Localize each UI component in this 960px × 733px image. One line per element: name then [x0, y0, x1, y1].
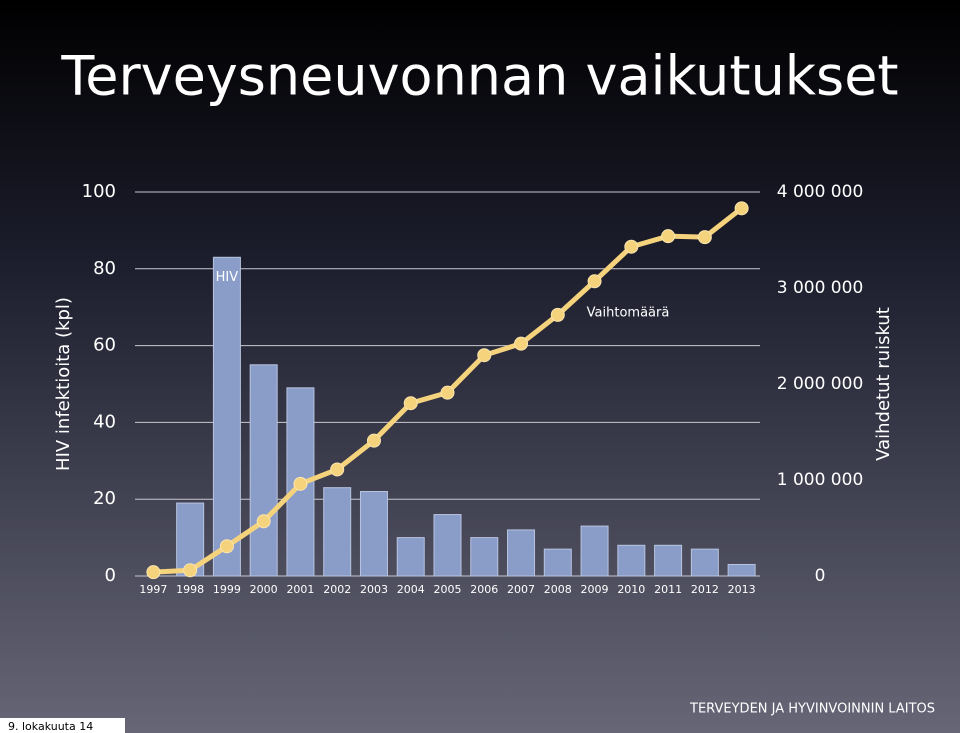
bar	[654, 544, 683, 577]
bar	[212, 256, 241, 577]
point	[366, 433, 381, 448]
date: 9. lokakuuta 14	[8, 720, 93, 733]
x-tick-label: 2004	[397, 583, 425, 596]
y2-tick-label: 1 000 000	[777, 470, 864, 490]
bar	[543, 548, 572, 577]
y-tick-label: 80	[93, 258, 116, 279]
bar	[690, 548, 719, 577]
point	[440, 385, 455, 400]
point	[219, 539, 234, 554]
x-tick-label: 2008	[544, 583, 572, 596]
point	[587, 274, 602, 289]
bar	[617, 544, 646, 577]
bar	[727, 563, 756, 577]
bar	[580, 525, 609, 577]
plot: 0 20 40 60 80 100 0 1 000 000 2 000 000 3 000 000…	[82, 181, 864, 596]
x-tick-label: 2012	[691, 583, 719, 596]
x-tick-label: 1997	[139, 583, 167, 596]
y-tick-label: 40	[93, 411, 116, 432]
point	[550, 307, 565, 322]
footer: TERVEYDEN JA HYVINVOINNIN LAITOS	[689, 702, 935, 717]
point	[697, 230, 712, 245]
point	[256, 514, 271, 529]
point	[330, 462, 345, 477]
point	[477, 348, 492, 363]
point	[183, 563, 198, 578]
x-tick-label: 1999	[213, 583, 241, 596]
y2-tick-label: 4 000 000	[777, 182, 864, 202]
point	[624, 239, 639, 254]
point	[146, 565, 161, 580]
bar	[433, 514, 462, 577]
y-tick-label: 100	[82, 181, 116, 202]
y-axis-label: HIV infektioita (kpl)	[53, 297, 74, 471]
point	[514, 336, 529, 351]
bar	[470, 537, 499, 577]
x-tick-label: 2007	[507, 583, 535, 596]
bar	[249, 364, 278, 577]
point	[734, 201, 749, 216]
chart-title: Terveysneuvonnan vaikutukset	[60, 45, 898, 108]
x-tick-label: 2006	[470, 583, 498, 596]
date-box	[0, 718, 125, 733]
bar	[396, 537, 425, 577]
x-tick-label: 1998	[176, 583, 204, 596]
y2-axis-label: Vaihdetut ruiskut	[873, 307, 894, 461]
x-tick-label: 2010	[617, 583, 645, 596]
point	[403, 396, 418, 411]
x-tick-label: 2009	[581, 583, 609, 596]
bar	[359, 491, 388, 577]
x-tick-label: 2001	[286, 583, 314, 596]
y-tick-label: 60	[93, 335, 116, 356]
series-label: Vaihtomäärä	[587, 306, 670, 321]
y2-tick-label: 0	[815, 566, 826, 586]
y2-tick-label: 3 000 000	[777, 278, 864, 298]
y2-tick-label: 2 000 000	[777, 374, 864, 394]
x-tick-label: 2011	[654, 583, 682, 596]
x-tick-label: 2005	[434, 583, 462, 596]
y-tick-label: 0	[105, 565, 116, 586]
y-tick-label: 20	[93, 488, 116, 509]
point	[661, 229, 676, 244]
series-label: HIV	[216, 270, 239, 285]
bar	[507, 529, 536, 577]
bar	[323, 487, 352, 577]
x-tick-label: 2002	[323, 583, 351, 596]
x-tick-label: 2000	[250, 583, 278, 596]
x-tick-label: 2003	[360, 583, 388, 596]
point	[293, 476, 308, 491]
x-tick-label: 2013	[728, 583, 756, 596]
